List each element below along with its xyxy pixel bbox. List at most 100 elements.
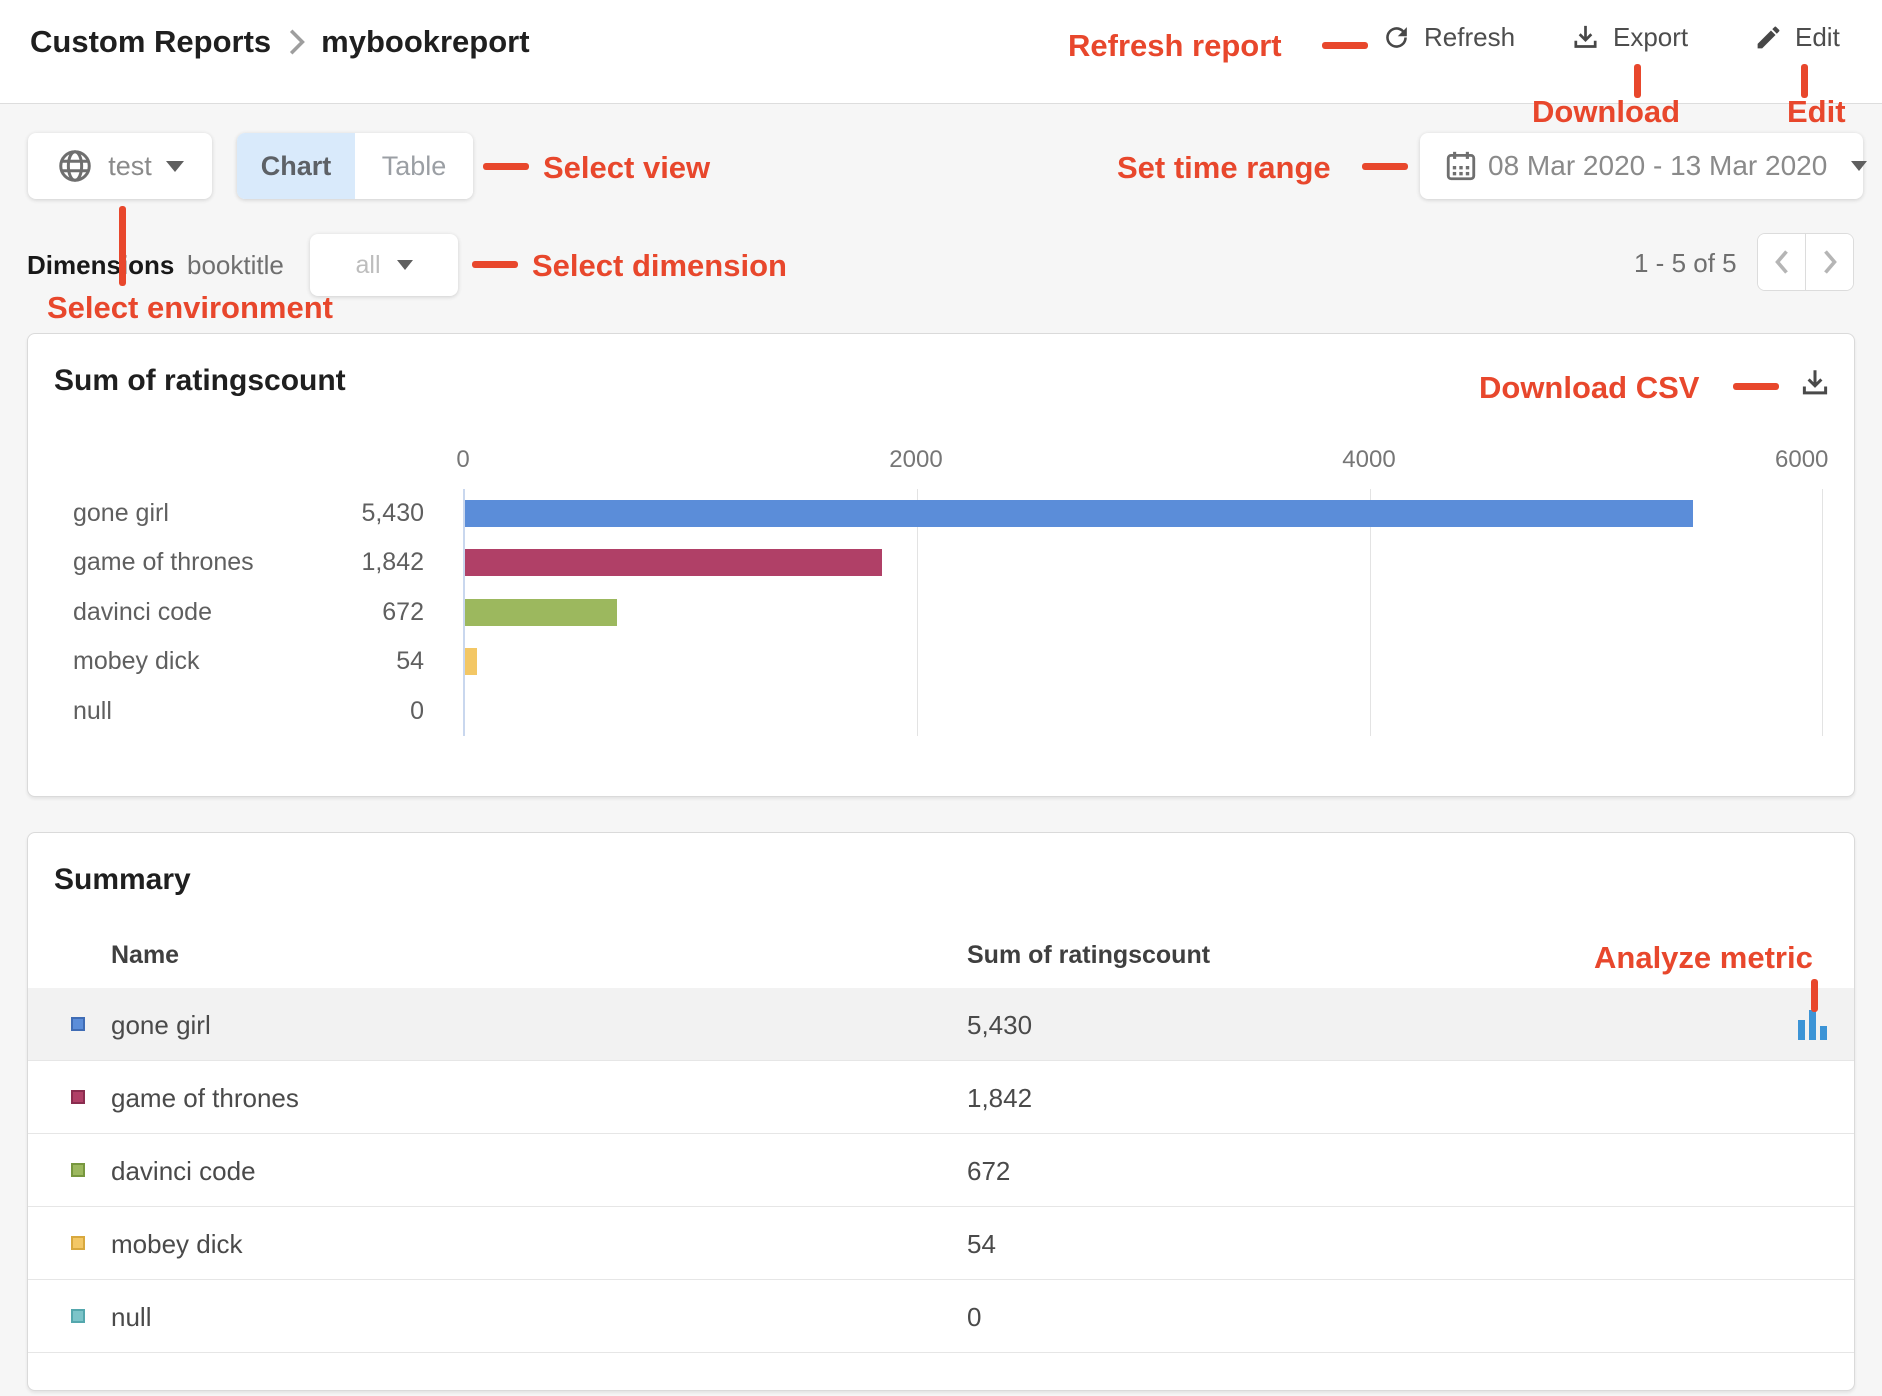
breadcrumb-chevron-icon: [285, 26, 307, 58]
row-value: 5,430: [967, 1010, 1032, 1041]
row-value: 1,842: [967, 1083, 1032, 1114]
table-row[interactable]: game of thrones1,842: [28, 1061, 1854, 1134]
annotation-set-time-range: Set time range: [1117, 150, 1331, 186]
series-swatch: [71, 1236, 85, 1250]
previous-page-button[interactable]: [1758, 234, 1806, 290]
chart-row-label: null 0: [73, 687, 424, 736]
annotation-line: [119, 206, 126, 286]
download-icon: [1570, 22, 1601, 53]
breadcrumb: Custom Reports mybookreport: [30, 24, 530, 60]
pagination-label: 1 - 5 of 5: [1634, 248, 1737, 279]
chart-row-label: game of thrones 1,842: [73, 538, 424, 587]
bar-row: [465, 538, 1822, 587]
annotation-download-csv: Download CSV: [1479, 370, 1699, 406]
row-value: 54: [967, 1229, 996, 1260]
summary-card: Summary Name Sum of ratingscount gone gi…: [27, 832, 1855, 1391]
edit-button[interactable]: Edit: [1754, 22, 1840, 53]
annotation-select-view: Select view: [543, 150, 710, 186]
bar-row: [465, 489, 1822, 538]
annotation-dash: [1733, 383, 1779, 390]
bar-gone-girl: [465, 500, 1693, 527]
category-value: 0: [410, 697, 424, 726]
series-swatch: [71, 1090, 85, 1104]
breadcrumb-root[interactable]: Custom Reports: [30, 24, 271, 60]
next-page-button[interactable]: [1806, 234, 1853, 290]
category-name: davinci code: [73, 598, 212, 627]
bar-row: [465, 588, 1822, 637]
tab-table[interactable]: Table: [355, 133, 473, 199]
chart-row-label: gone girl 5,430: [73, 489, 424, 538]
gridline: [1822, 489, 1823, 736]
summary-table-body: gone girl5,430game of thrones1,842davinc…: [28, 988, 1854, 1353]
annotation-refresh-report: Refresh report: [1068, 28, 1282, 64]
dimension-name: booktitle: [187, 250, 284, 281]
column-header-name: Name: [111, 941, 179, 970]
globe-icon: [56, 147, 94, 185]
category-value: 1,842: [361, 548, 424, 577]
x-axis-tick: 6000: [1775, 446, 1828, 474]
chart-title: Sum of ratingscount: [54, 364, 346, 398]
category-value: 54: [396, 647, 424, 676]
top-header: Custom Reports mybookreport Refresh Expo…: [0, 0, 1882, 104]
chart-row-label: mobey dick 54: [73, 637, 424, 686]
bar-row: [465, 687, 1822, 736]
table-row[interactable]: davinci code 672: [28, 1134, 1854, 1207]
table-row[interactable]: mobey dick54: [28, 1207, 1854, 1280]
annotation-analyze-metric: Analyze metric: [1594, 940, 1813, 976]
export-label: Export: [1613, 22, 1688, 53]
annotation-select-environment: Select environment: [47, 290, 333, 326]
category-name: game of thrones: [73, 548, 254, 577]
environment-select[interactable]: test: [28, 133, 212, 199]
column-header-value: Sum of ratingscount: [967, 941, 1210, 970]
table-row[interactable]: null0: [28, 1280, 1854, 1353]
pencil-icon: [1754, 23, 1783, 52]
analyze-metric-icon[interactable]: [1798, 1010, 1827, 1040]
row-name: gone girl: [111, 1010, 211, 1041]
annotation-line: [1811, 979, 1818, 1012]
refresh-icon: [1381, 22, 1412, 53]
refresh-label: Refresh: [1424, 22, 1515, 53]
annotation-dash: [483, 163, 529, 170]
edit-label: Edit: [1795, 22, 1840, 53]
series-swatch: [71, 1309, 85, 1323]
series-swatch: [71, 1017, 85, 1031]
download-csv-button[interactable]: [1798, 366, 1832, 400]
caret-down-icon: [397, 260, 413, 270]
annotation-line: [1801, 64, 1808, 98]
chevron-left-icon: [1772, 247, 1792, 277]
view-toggle: Chart Table: [237, 133, 473, 199]
refresh-button[interactable]: Refresh: [1381, 22, 1515, 53]
category-value: 672: [382, 598, 424, 627]
bar-game-of-thrones: [465, 549, 882, 576]
dimensions-label: Dimensions: [27, 250, 174, 281]
row-name: davinci code: [111, 1156, 256, 1187]
summary-title: Summary: [54, 863, 191, 897]
category-name: null: [73, 697, 112, 726]
date-range-picker[interactable]: 08 Mar 2020 - 13 Mar 2020: [1420, 133, 1863, 199]
table-row[interactable]: gone girl 5,430: [28, 988, 1854, 1061]
chart-x-axis: 0200040006000: [463, 446, 1822, 482]
dimension-filter-select[interactable]: all: [310, 234, 458, 296]
date-range-value: 08 Mar 2020 - 13 Mar 2020: [1488, 150, 1827, 182]
export-button[interactable]: Export: [1570, 22, 1688, 53]
breadcrumb-current: mybookreport: [321, 24, 529, 60]
category-name: gone girl: [73, 499, 169, 528]
tab-chart[interactable]: Chart: [237, 133, 355, 199]
row-value: 672: [967, 1156, 1010, 1187]
annotation-dash: [1362, 163, 1408, 170]
category-value: 5,430: [361, 499, 424, 528]
environment-value: test: [108, 151, 152, 182]
chart-row-label: davinci code 672: [73, 588, 424, 637]
chart-plot: [463, 489, 1822, 736]
pagination-controls: [1757, 233, 1854, 291]
bar-davinci-code: [465, 599, 617, 626]
dimension-filter-value: all: [355, 251, 380, 280]
bar-row: [465, 637, 1822, 686]
download-icon: [1798, 366, 1832, 400]
caret-down-icon: [1851, 161, 1867, 171]
caret-down-icon: [166, 161, 184, 172]
annotation-select-dimension: Select dimension: [532, 248, 787, 284]
category-name: mobey dick: [73, 647, 199, 676]
annotation-download: Download: [1532, 94, 1680, 130]
annotation-dash: [1322, 42, 1368, 49]
